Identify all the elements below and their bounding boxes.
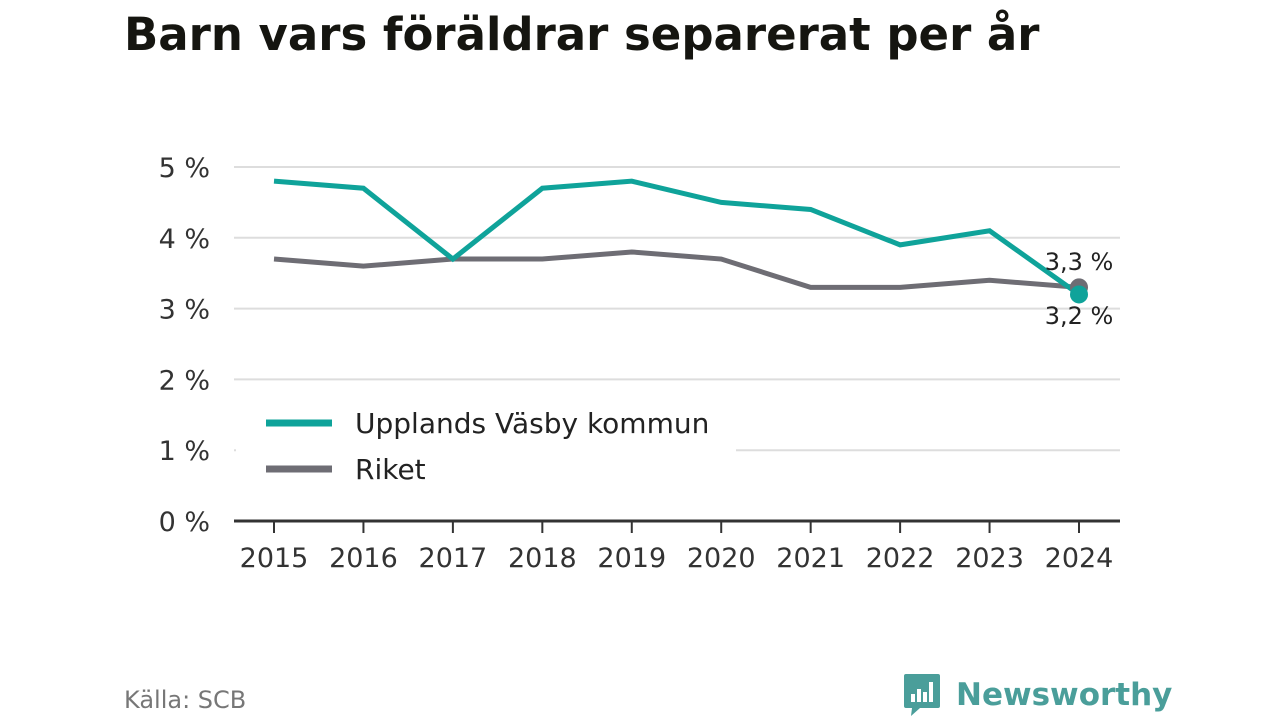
source-note: Källa: SCB (124, 686, 247, 714)
bar-chart-icon (904, 674, 940, 716)
x-tick-label: 2018 (508, 543, 577, 574)
x-tick-label: 2024 (1045, 543, 1114, 574)
chart-title: Barn vars föräldrar separerat per år (124, 8, 1040, 61)
x-tick-label: 2021 (776, 543, 845, 574)
x-tick-label: 2022 (866, 543, 935, 574)
x-tick-label: 2016 (329, 543, 398, 574)
end-label-riket: 3,3 % (1045, 248, 1114, 276)
x-tick-label: 2023 (955, 543, 1024, 574)
legend-label-upplands: Upplands Väsby kommun (355, 407, 709, 440)
brand-logo[interactable]: Newsworthy (902, 672, 1172, 718)
series-line-riket (273, 249, 1080, 290)
brand-name: Newsworthy (956, 677, 1173, 713)
y-tick-label: 1 % (159, 436, 210, 467)
legend: Upplands Väsby kommun Riket (236, 400, 736, 496)
end-label-upplands: 3,2 % (1045, 302, 1114, 330)
x-tick-label: 2019 (597, 543, 666, 574)
y-tick-label: 5 % (159, 153, 210, 184)
end-markers (1070, 278, 1088, 304)
x-tick-label: 2020 (687, 543, 756, 574)
y-tick-label: 4 % (159, 224, 210, 255)
x-tick-label: 2017 (419, 543, 488, 574)
y-tick-label: 3 % (159, 295, 210, 326)
series-line-upplands (273, 178, 1081, 297)
series-lines (273, 178, 1081, 297)
legend-label-riket: Riket (355, 453, 426, 486)
y-tick-label: 0 % (159, 507, 210, 538)
x-tick-label: 2015 (240, 543, 309, 574)
y-axis-ticks: 0 % 1 % 2 % 3 % 4 % 5 % (159, 153, 210, 538)
end-marker-upplands (1070, 285, 1088, 304)
legend-background (236, 400, 736, 496)
x-axis-ticks: 2015 2016 2017 2018 2019 2020 2021 2022 2023 2024 (240, 521, 1114, 574)
y-tick-label: 2 % (159, 365, 210, 396)
